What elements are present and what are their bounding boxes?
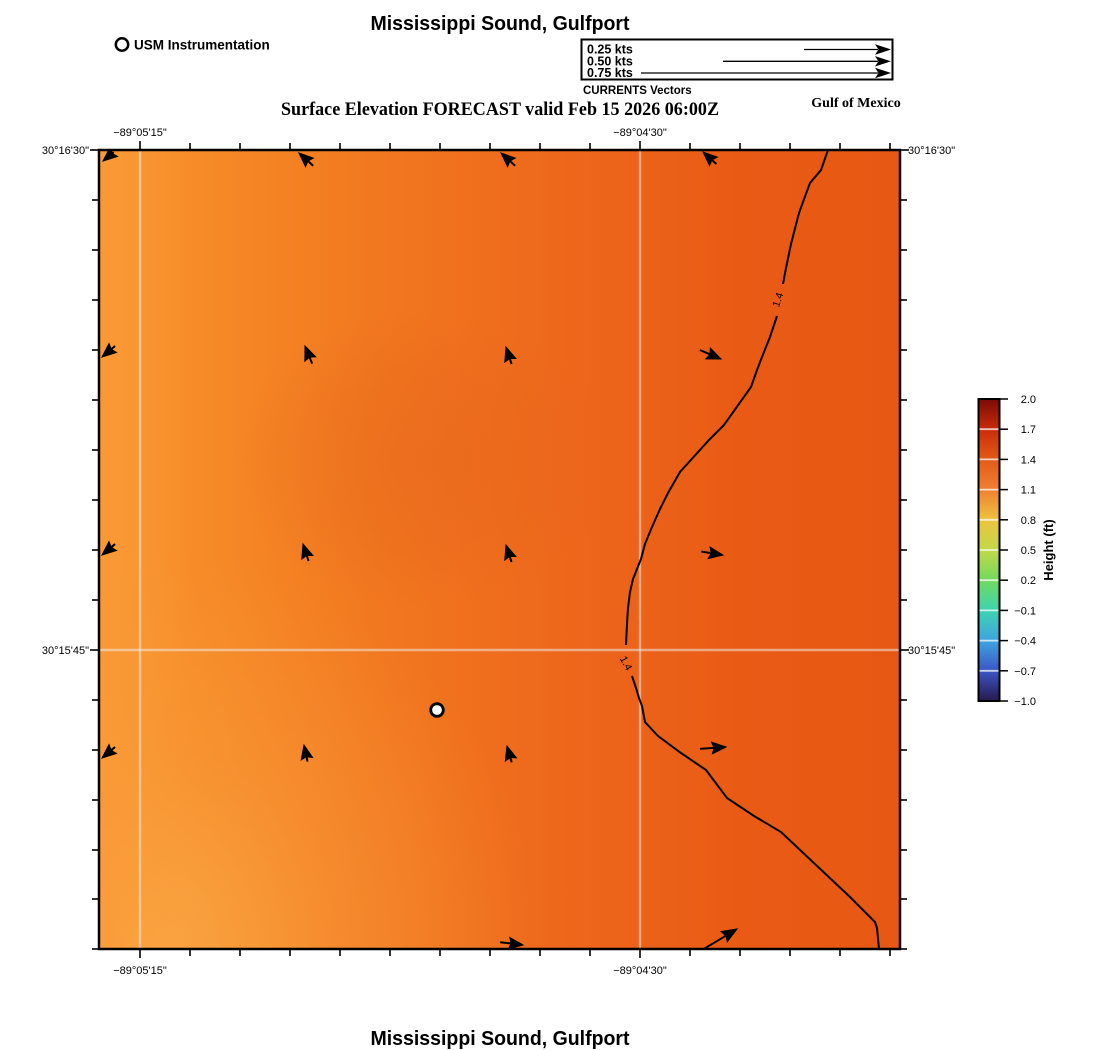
- svg-text:Height (ft): Height (ft): [1041, 519, 1056, 580]
- svg-text:30°16'30": 30°16'30": [42, 145, 89, 157]
- svg-text:Gulf of Mexico: Gulf of Mexico: [811, 96, 900, 111]
- svg-text:−0.1: −0.1: [1014, 605, 1036, 617]
- svg-text:−0.7: −0.7: [1014, 666, 1036, 678]
- svg-text:USM Instrumentation: USM Instrumentation: [134, 38, 270, 53]
- svg-text:Surface Elevation FORECAST val: Surface Elevation FORECAST valid Feb 15 …: [281, 99, 719, 120]
- svg-text:2.0: 2.0: [1021, 394, 1036, 406]
- svg-text:0.5: 0.5: [1021, 545, 1036, 557]
- svg-text:−1.0: −1.0: [1014, 696, 1036, 708]
- svg-text:1.7: 1.7: [1021, 424, 1036, 436]
- svg-text:30°15'45": 30°15'45": [42, 645, 89, 657]
- svg-text:0.50 kts: 0.50 kts: [587, 54, 633, 68]
- svg-text:0.75 kts: 0.75 kts: [587, 66, 633, 80]
- svg-text:0.2: 0.2: [1021, 575, 1036, 587]
- svg-text:CURRENTS Vectors: CURRENTS Vectors: [583, 85, 692, 97]
- svg-text:1.4: 1.4: [1021, 454, 1036, 466]
- svg-text:Mississippi Sound, Gulfport: Mississippi Sound, Gulfport: [371, 12, 630, 35]
- svg-text:1.4: 1.4: [770, 291, 786, 309]
- svg-text:−89°05'15": −89°05'15": [113, 965, 167, 977]
- svg-text:0.8: 0.8: [1021, 515, 1036, 527]
- svg-text:−89°04'30": −89°04'30": [613, 127, 667, 139]
- svg-text:Mississippi Sound, Gulfport: Mississippi Sound, Gulfport: [371, 1027, 630, 1050]
- svg-text:−89°04'30": −89°04'30": [613, 965, 667, 977]
- svg-text:−89°05'15": −89°05'15": [113, 127, 167, 139]
- svg-text:−0.4: −0.4: [1014, 636, 1036, 648]
- svg-text:30°15'45": 30°15'45": [908, 645, 955, 657]
- svg-text:30°16'30": 30°16'30": [908, 145, 955, 157]
- svg-text:1.1: 1.1: [1021, 485, 1036, 497]
- svg-text:0.25 kts: 0.25 kts: [587, 43, 633, 57]
